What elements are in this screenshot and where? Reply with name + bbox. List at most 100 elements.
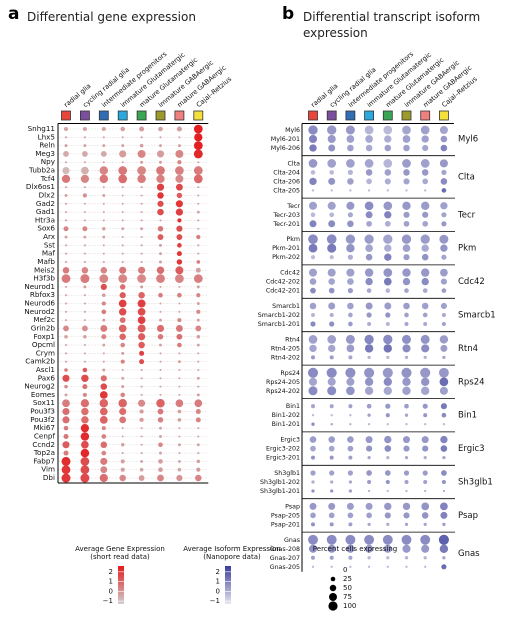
dot [157,208,164,216]
dot [101,126,106,132]
dot [83,285,87,289]
legend-tick-label: −1 [210,597,220,605]
dot [401,367,412,378]
dot [80,274,90,284]
dot [308,243,318,253]
row-label: Tecr-203 [272,212,300,219]
dot [101,434,107,439]
dot [310,455,316,460]
dot [102,194,106,197]
dot [64,352,68,355]
column-swatch [326,110,337,121]
dot [138,341,145,349]
dot [177,318,182,323]
dot [64,186,68,189]
dot [349,189,352,192]
dot [383,386,392,395]
dot [421,169,429,176]
dot [440,435,448,444]
dot [367,522,371,527]
group-label: Clta [458,172,475,182]
dot [178,377,181,380]
dot [64,161,68,164]
row-label: Psap-201 [271,521,300,528]
dot [139,359,145,365]
dot [402,277,411,286]
dot [177,144,181,148]
dot [440,268,448,277]
row-label: Clta-205 [273,187,300,194]
dot [159,426,162,430]
dot [384,169,392,176]
dot [364,344,374,353]
dot [176,192,183,199]
dot [384,502,392,511]
row-label: Myl6 [285,127,300,134]
dot [140,285,144,289]
dot [119,284,126,290]
dot [61,174,71,183]
dot [310,312,316,318]
dot [346,201,355,210]
row-label: Eomes [31,390,55,399]
dot [364,268,374,277]
dot [62,166,70,175]
dot [197,360,200,363]
row-label: Ccnd2 [32,440,55,449]
dot [102,211,105,214]
dot [441,221,447,227]
dot [441,470,447,476]
dot [364,125,374,135]
row-label: Clta-204 [273,169,300,176]
dot [383,125,393,135]
row-label: Foxp1 [34,332,55,341]
dot [159,243,162,247]
row-label: Dlx6os1 [26,182,55,191]
dot [140,368,143,372]
dot [195,325,202,332]
dot [422,470,428,476]
dot [61,473,71,483]
dot [139,467,144,472]
dot [62,374,70,382]
dot [329,255,334,260]
dot [441,312,446,318]
dot [440,344,448,352]
row-label: Grin2b [31,323,56,332]
dot [384,470,391,476]
dot [365,502,373,510]
dot [193,149,203,159]
dot [158,126,163,132]
dot [159,377,162,380]
dot [364,234,374,244]
legend-tick-label: 25 [343,575,352,583]
dot [196,334,201,339]
dot [197,452,200,455]
dot [177,443,181,447]
legend-tick-label: 1 [216,578,220,586]
dot [309,436,317,443]
dot [404,355,409,360]
dot [421,344,430,353]
dot [139,409,144,414]
dot [441,288,447,293]
dot [159,136,162,139]
dot [403,178,410,185]
dot [119,292,126,299]
row-label: Gnas [284,537,300,544]
dot [365,277,373,286]
dot [385,312,391,318]
column-swatch [80,110,90,121]
row-label: Smarcb1-201 [258,321,300,328]
dot [64,393,68,397]
dot [345,534,356,545]
dot [384,253,392,261]
dot [63,325,69,332]
dot [347,512,354,519]
dot [120,467,125,472]
dot [401,534,412,545]
dot [405,423,408,426]
dot [121,161,124,164]
dot [156,183,165,191]
dot [384,211,392,219]
